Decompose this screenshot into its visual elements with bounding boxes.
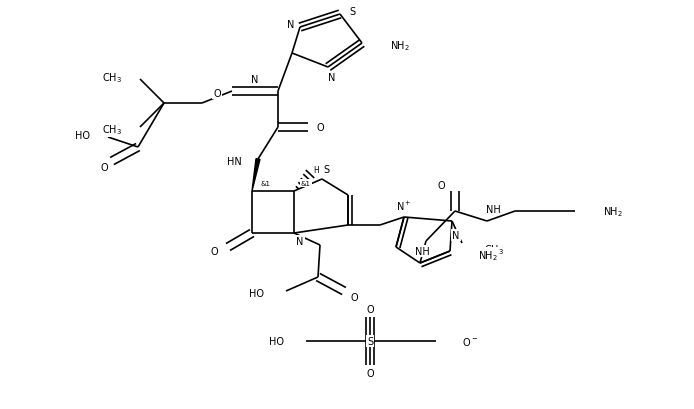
Text: N: N (251, 75, 259, 85)
Text: NH$_2$: NH$_2$ (390, 39, 410, 53)
Text: O$^-$: O$^-$ (462, 335, 478, 347)
Text: HO: HO (249, 288, 264, 298)
Text: O: O (210, 246, 218, 256)
Text: HN: HN (227, 157, 242, 166)
Text: S: S (349, 7, 355, 17)
Text: N: N (287, 20, 295, 30)
Text: NH: NH (414, 246, 430, 256)
Text: N: N (452, 230, 459, 240)
Text: NH: NH (486, 204, 500, 214)
Text: NH$_2$: NH$_2$ (603, 204, 623, 218)
Text: O: O (366, 368, 374, 378)
Text: O: O (437, 180, 445, 191)
Text: NH$_2$: NH$_2$ (478, 249, 498, 262)
Text: &1: &1 (301, 180, 311, 187)
Text: O: O (350, 292, 358, 302)
Text: N: N (328, 73, 336, 83)
Text: N: N (296, 236, 304, 246)
Polygon shape (252, 159, 260, 191)
Text: CH$_3$: CH$_3$ (102, 123, 122, 137)
Text: O: O (100, 163, 108, 173)
Text: S: S (367, 336, 373, 346)
Text: O: O (213, 89, 221, 99)
Text: CH$_3$: CH$_3$ (102, 71, 122, 85)
Text: HO: HO (75, 131, 90, 141)
Text: O: O (366, 304, 374, 314)
Text: S: S (323, 164, 329, 175)
Text: CH$_3$: CH$_3$ (484, 243, 504, 256)
Text: &1: &1 (261, 180, 271, 187)
Text: O: O (316, 123, 324, 133)
Text: N$^+$: N$^+$ (396, 199, 412, 212)
Text: H: H (313, 166, 319, 175)
Text: HO: HO (269, 336, 284, 346)
